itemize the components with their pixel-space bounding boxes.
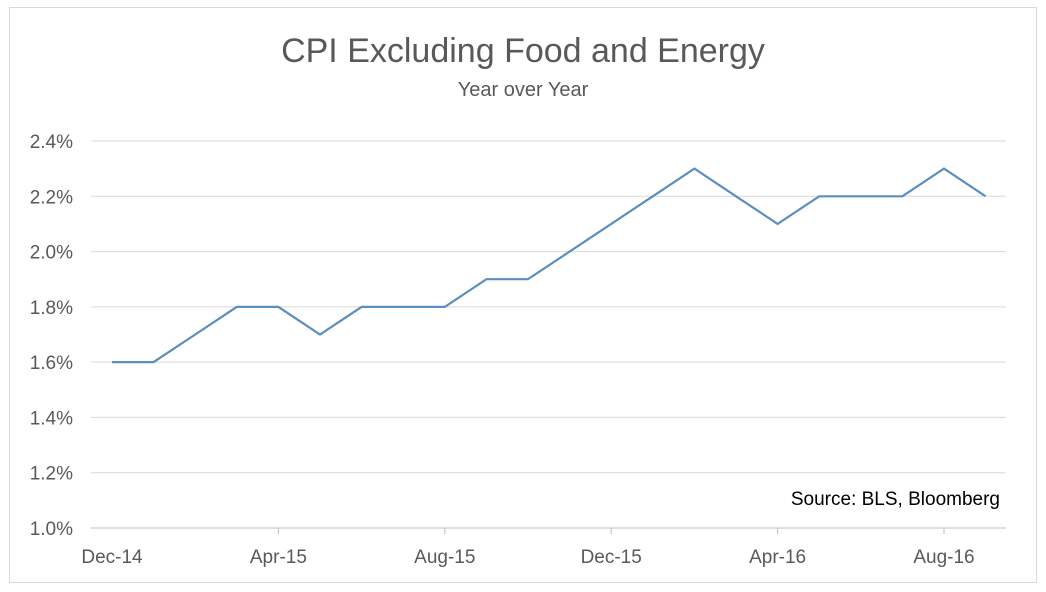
chart-frame [9,7,1037,583]
gridlines [91,140,1006,474]
x-tick-label: Apr-16 [749,547,806,568]
x-tick-label: Aug-15 [414,547,475,568]
source-annotation: Source: BLS, Bloomberg [791,489,1000,510]
y-tick-label: 2.4% [30,132,73,153]
y-tick-label: 1.6% [30,353,73,374]
x-tick-label: Apr-15 [250,547,307,568]
y-tick-label: 1.0% [30,519,73,540]
y-axis-ticks: 1.0% 1.2% 1.4% 1.6% 1.8% 2.0% 2.2% 2.4% [30,132,73,540]
series-line [112,167,987,364]
chart-subtitle: Year over Year [457,79,589,101]
series-group [112,167,987,364]
y-tick-label: 1.2% [30,464,73,485]
x-tick-label: Aug-16 [913,547,974,568]
y-tick-label: 2.0% [30,243,73,264]
x-tick-label: Dec-14 [81,547,143,568]
y-tick-label: 1.4% [30,408,73,429]
x-tick-label: Dec-15 [581,547,642,568]
chart-title: CPI Excluding Food and Energy [281,32,765,70]
y-tick-label: 1.8% [30,298,73,319]
y-tick-label: 2.2% [30,187,73,208]
x-axis: Dec-14 Apr-15 Aug-15 Dec-15 Apr-16 Aug-16 [81,527,1006,568]
